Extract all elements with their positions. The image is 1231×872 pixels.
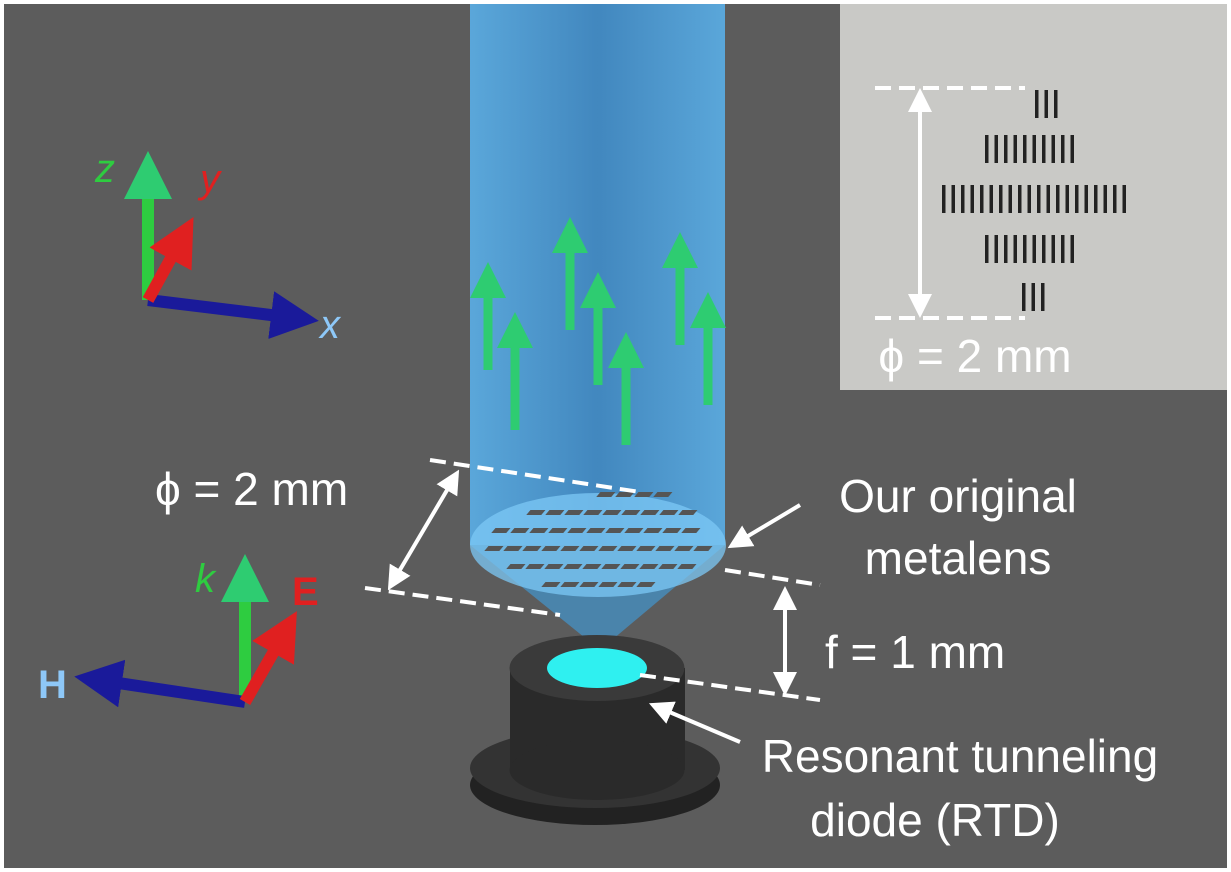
slit bbox=[1075, 185, 1079, 213]
slit bbox=[1061, 135, 1065, 163]
rtd-label: diode (RTD) bbox=[810, 794, 1060, 846]
slit bbox=[1056, 185, 1060, 213]
slit bbox=[999, 185, 1003, 213]
slit bbox=[1028, 185, 1032, 213]
slit bbox=[1047, 185, 1051, 213]
slit bbox=[1071, 135, 1075, 163]
slit bbox=[961, 185, 965, 213]
figure: ϕ = 2 mm ϕ = 2 mm Our original metalens … bbox=[0, 0, 1231, 872]
slit bbox=[971, 185, 975, 213]
slit bbox=[985, 235, 989, 263]
slit bbox=[1033, 235, 1037, 263]
slit bbox=[1032, 283, 1036, 311]
slit bbox=[1022, 283, 1026, 311]
slit bbox=[1014, 135, 1018, 163]
slit bbox=[1071, 235, 1075, 263]
slit bbox=[1066, 185, 1070, 213]
slit bbox=[1037, 185, 1041, 213]
slit bbox=[952, 185, 956, 213]
slit bbox=[1004, 235, 1008, 263]
slit bbox=[942, 185, 946, 213]
slit bbox=[1033, 135, 1037, 163]
slit bbox=[990, 185, 994, 213]
slit bbox=[1061, 235, 1065, 263]
rtd-label: Resonant tunneling bbox=[762, 730, 1158, 782]
axis-label: H bbox=[38, 663, 67, 707]
slit bbox=[995, 235, 999, 263]
axis-label: k bbox=[195, 557, 217, 601]
metalens bbox=[470, 493, 726, 597]
slit bbox=[1042, 135, 1046, 163]
slit bbox=[1023, 235, 1027, 263]
slit bbox=[1104, 185, 1108, 213]
metalens-label: metalens bbox=[865, 532, 1052, 584]
slit bbox=[1023, 135, 1027, 163]
slit bbox=[1035, 90, 1039, 118]
slit bbox=[995, 135, 999, 163]
slit bbox=[980, 185, 984, 213]
rtd-body-bottom bbox=[510, 740, 685, 800]
focal-label: f = 1 mm bbox=[825, 626, 1005, 678]
axis-label: y bbox=[197, 157, 223, 201]
slit bbox=[1052, 235, 1056, 263]
slit bbox=[1045, 90, 1049, 118]
slit bbox=[1009, 185, 1013, 213]
axis-label: E bbox=[292, 570, 319, 614]
slit bbox=[1041, 283, 1045, 311]
slit bbox=[1042, 235, 1046, 263]
slit bbox=[1004, 135, 1008, 163]
axis-label: x bbox=[318, 303, 342, 347]
inset-label: ϕ = 2 mm bbox=[878, 330, 1071, 382]
rtd-detector bbox=[547, 648, 647, 688]
diameter-label: ϕ = 2 mm bbox=[155, 463, 348, 515]
slit bbox=[1018, 185, 1022, 213]
slit bbox=[1054, 90, 1058, 118]
slit bbox=[1085, 185, 1089, 213]
slit bbox=[1052, 135, 1056, 163]
metalens-label: Our original bbox=[839, 470, 1077, 522]
slit bbox=[1094, 185, 1098, 213]
beam bbox=[470, 4, 725, 545]
slit bbox=[985, 135, 989, 163]
slit bbox=[1113, 185, 1117, 213]
axis-label: z bbox=[94, 147, 115, 191]
slit bbox=[1014, 235, 1018, 263]
slit bbox=[1123, 185, 1127, 213]
